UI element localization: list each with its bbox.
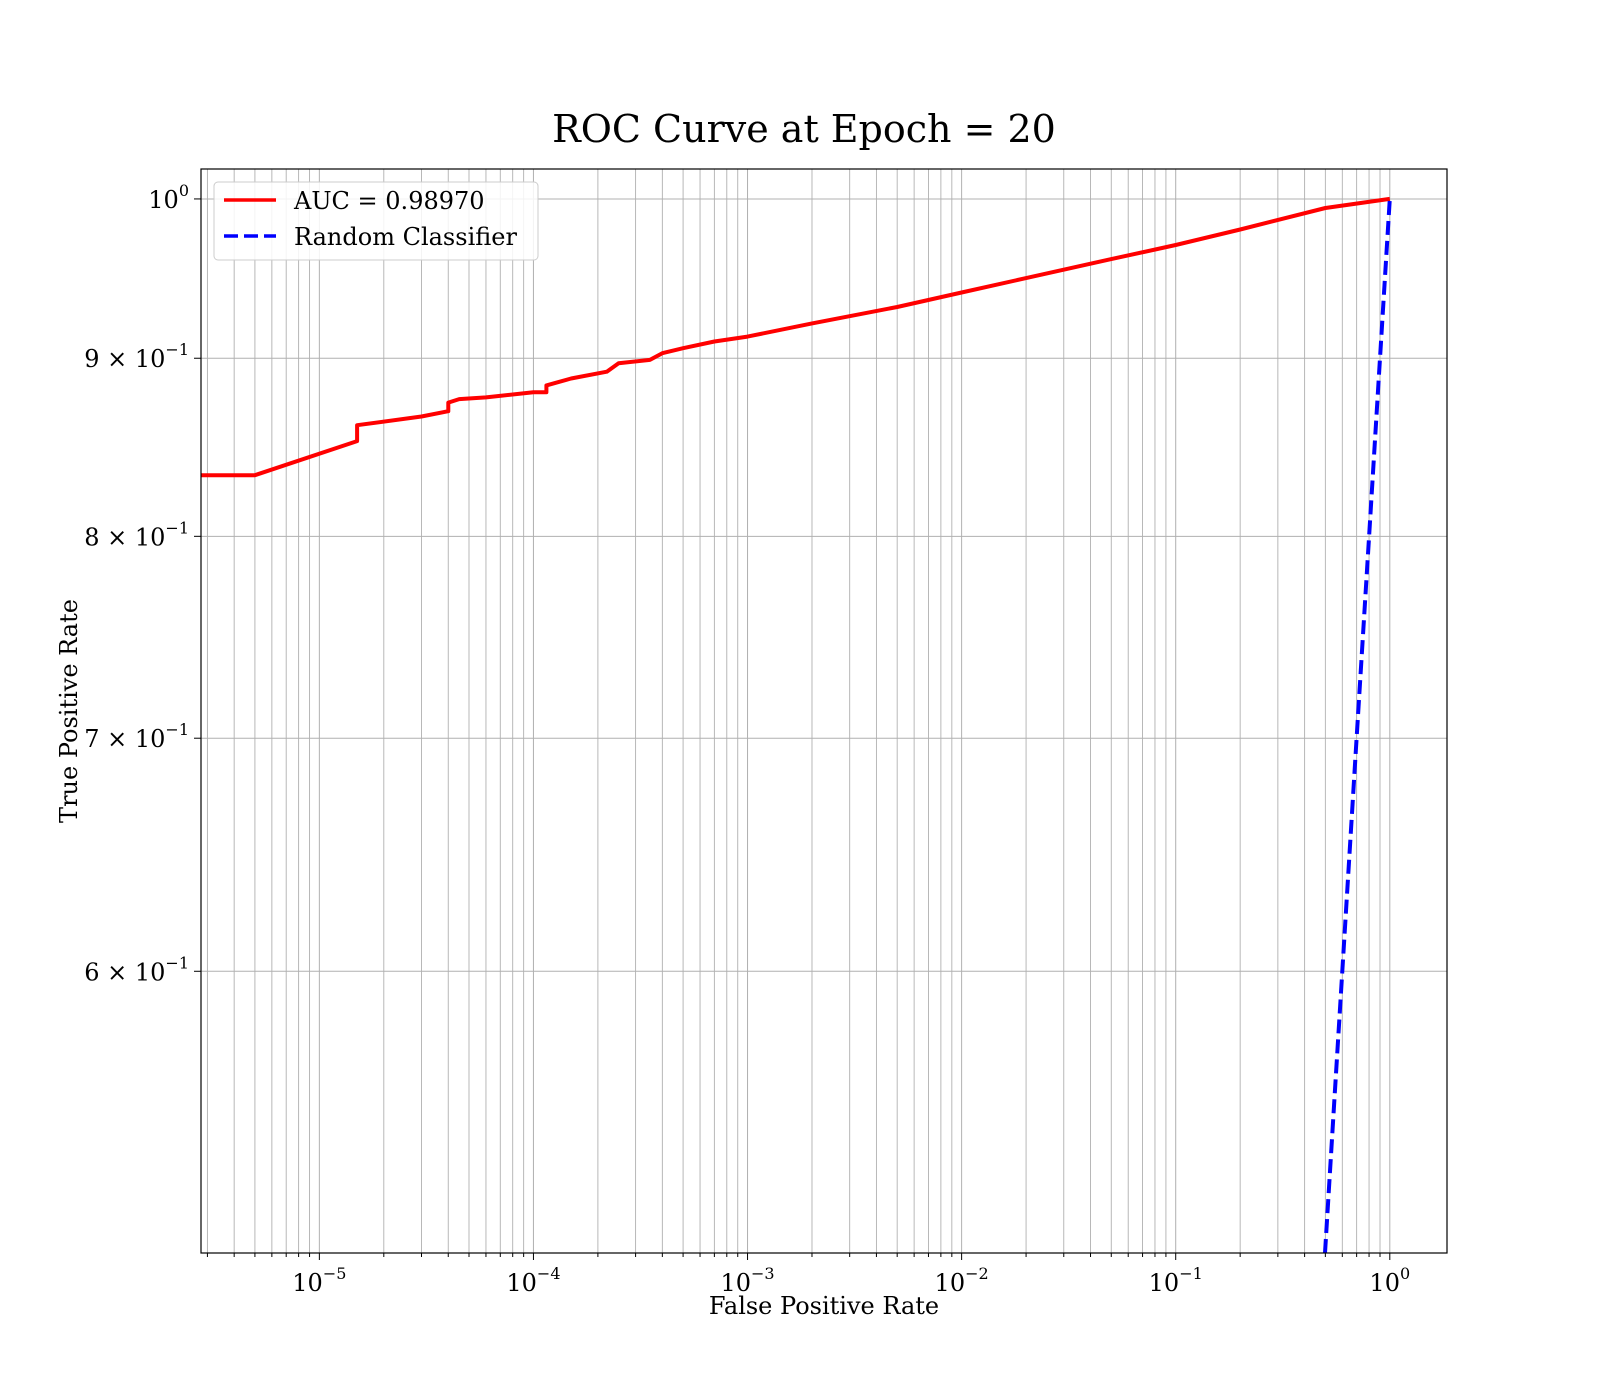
legend: AUC = 0.98970 Random Classifier — [213, 181, 539, 261]
y-tick-label: 9 × 10−1 — [84, 340, 189, 373]
legend-label-random-classifier: Random Classifier — [294, 223, 517, 251]
y-tick-label: 100 — [148, 181, 189, 214]
y-tick-label: 8 × 10−1 — [84, 518, 189, 551]
x-tick-label: 10−5 — [292, 1264, 346, 1297]
x-axis-label: False Positive Rate — [709, 1292, 939, 1320]
legend-box — [213, 181, 539, 261]
ticks: 10−5 10−4 10−3 10−2 10−1 100 100 9 × 10−1 8 × 10… — [84, 181, 1410, 1297]
series-line-auc — [201, 196, 1391, 478]
x-tick-label: 10−1 — [1149, 1264, 1203, 1297]
x-tick-label: 10−3 — [720, 1264, 774, 1297]
legend-label-auc: AUC = 0.98970 — [293, 187, 485, 215]
y-axis-label: True Positive Rate — [55, 599, 83, 823]
plot-frame — [200, 168, 1448, 1254]
x-tick-label: 100 — [1369, 1264, 1410, 1297]
chart-title: ROC Curve at Epoch = 20 — [552, 107, 1056, 151]
x-tick-label: 10−2 — [935, 1264, 989, 1297]
grid-lines — [201, 169, 1447, 1253]
y-tick-label: 6 × 10−1 — [84, 953, 189, 986]
y-tick-label: 7 × 10−1 — [84, 720, 189, 753]
x-tick-label: 10−4 — [506, 1264, 560, 1297]
series-layer — [201, 196, 1392, 1254]
series-line-random-classifier — [1323, 198, 1392, 1254]
